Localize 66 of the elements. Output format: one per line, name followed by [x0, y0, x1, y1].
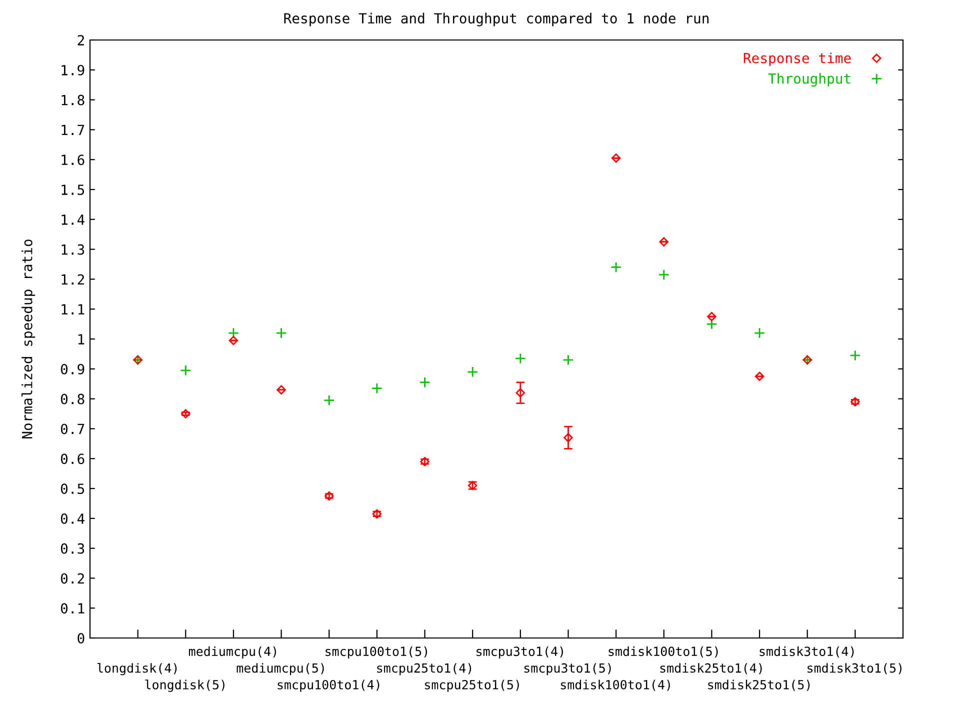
x-tick-label: smcpu100to1(4) [278, 680, 380, 692]
y-tick-label: 0.3 [60, 543, 84, 554]
x-tick-label: smcpu25to1(4) [377, 663, 472, 676]
point [707, 312, 716, 322]
y-tick-label: 2 [78, 35, 84, 46]
x-tick-label: smdisk100to1(5) [608, 646, 718, 658]
point [562, 354, 574, 366]
point [276, 385, 286, 394]
point [371, 382, 382, 394]
y-tick-label: 0.2 [60, 573, 84, 584]
y-tick-label: 1.9 [62, 64, 84, 76]
x-tick-label: smdisk3to1(4) [760, 646, 854, 658]
x-tick-label: longdisk(4) [97, 663, 177, 676]
point [754, 327, 766, 339]
x-tick-label: mediumcpu(4) [188, 646, 276, 658]
y-tick-label: 1.3 [62, 244, 84, 255]
x-tick-label: smdisk25to1(4) [660, 663, 762, 674]
x-tick-label: longdisk(5) [145, 680, 224, 692]
x-tick-label: smdisk3to1(5) [808, 663, 902, 674]
y-axis-title: Normalized speedup ratio [22, 240, 36, 438]
x-tick-label: smcpu100to1(5) [326, 646, 428, 658]
point [276, 327, 287, 339]
y-tick-label: 0.4 [60, 513, 84, 524]
y-tick-label: 0.9 [60, 364, 84, 374]
y-tick-label: 0.6 [60, 454, 84, 464]
chart-title: Response Time and Throughput compared to 1 node run [284, 12, 708, 26]
point [850, 397, 860, 406]
legend-label: Response time [744, 52, 851, 66]
point [419, 376, 430, 388]
point [706, 318, 718, 330]
x-tick-label: smdisk100to1(4) [560, 680, 670, 691]
y-tick-label: 1.1 [62, 304, 84, 314]
x-tick-label: smdisk25to1(5) [708, 680, 810, 691]
y-tick-label: 0.8 [60, 394, 84, 404]
point [180, 364, 192, 376]
point [514, 352, 526, 364]
y-tick-label: 1.8 [62, 94, 84, 106]
x-tick-label: smcpu3to1(5) [524, 663, 611, 676]
point [658, 269, 670, 280]
y-tick-label: 1.6 [62, 154, 84, 166]
point [181, 409, 190, 418]
point [516, 388, 526, 398]
point [564, 433, 573, 442]
point [610, 262, 622, 273]
point [324, 394, 335, 406]
point [754, 372, 764, 381]
y-tick-label: 1.7 [62, 124, 84, 136]
point [659, 237, 669, 246]
y-tick-label: 0.7 [60, 424, 84, 434]
point [228, 327, 240, 339]
legend-label: Throughput [768, 73, 850, 87]
y-tick-label: 0 [78, 633, 84, 644]
y-tick-label: 0.5 [60, 484, 84, 494]
y-tick-label: 0.1 [60, 603, 84, 614]
point [467, 366, 478, 378]
point [611, 153, 621, 163]
y-tick-label: 1.2 [62, 274, 84, 285]
x-tick-label: mediumcpu(5) [236, 663, 324, 676]
point [850, 350, 861, 361]
y-tick-label: 1.5 [62, 184, 84, 196]
y-tick-label: 1 [78, 334, 84, 344]
point [228, 336, 238, 346]
x-tick-label: smcpu25to1(5) [424, 680, 519, 692]
point [420, 456, 430, 466]
x-tick-label: smcpu3to1(4) [476, 646, 563, 658]
y-tick-label: 1.4 [62, 214, 84, 225]
